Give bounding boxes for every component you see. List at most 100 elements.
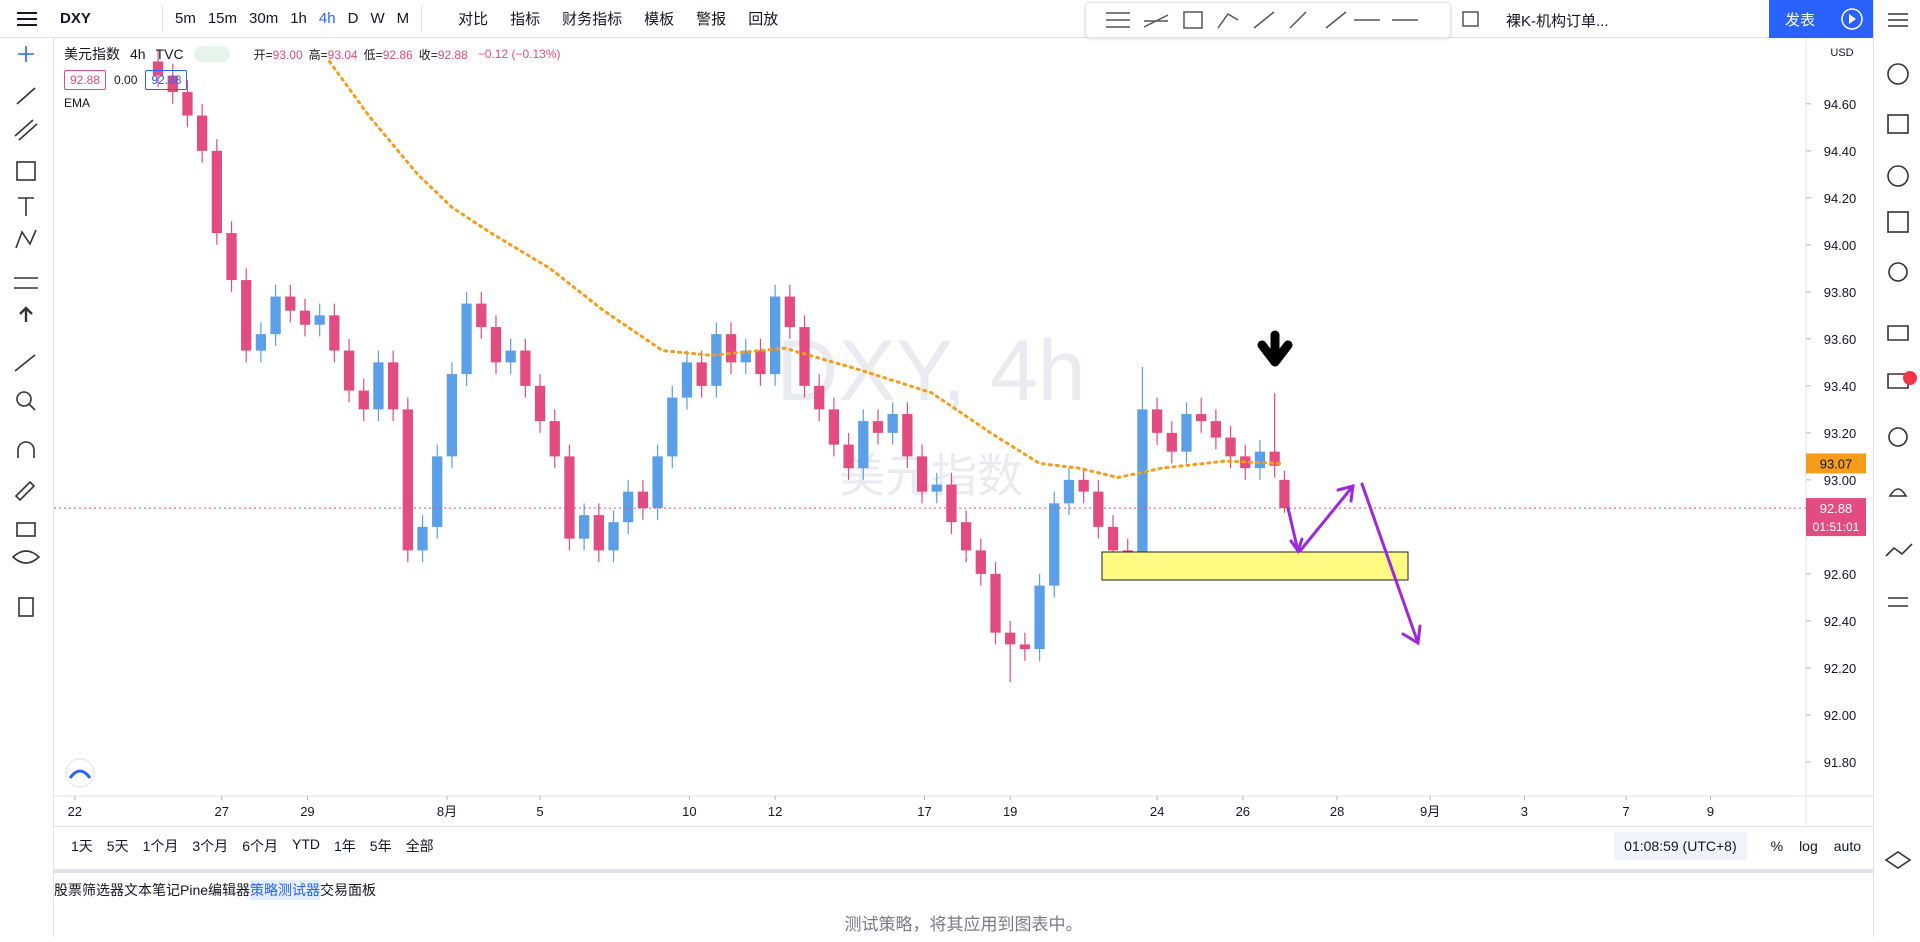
spread: 0.00 [114, 73, 138, 87]
candle-body [1151, 409, 1163, 433]
candle-body [887, 414, 898, 433]
candle-body [916, 456, 928, 492]
ohlc-label: 开= [253, 47, 273, 62]
candle-body [1049, 503, 1060, 586]
candle-body [211, 150, 222, 234]
interval[interactable]: 5m [175, 10, 196, 27]
candle-body [490, 327, 502, 363]
tool-button[interactable]: 模板 [644, 11, 675, 28]
clock[interactable]: 01:08:59 (UTC+8) [1614, 831, 1747, 860]
scale-option[interactable]: log [1799, 837, 1818, 854]
candle-body [520, 350, 531, 386]
interval[interactable]: 15m [207, 10, 238, 27]
range-bar: 1天 5天 1个月 3个月 6个月 YTD 1年 5年 全部 01:08:59 (UTC+8) … [54, 826, 1873, 864]
logo-mark [68, 769, 92, 779]
rect-icon[interactable] [1460, 8, 1482, 30]
interval[interactable]: 1h [290, 10, 307, 27]
scale-option[interactable]: % [1770, 837, 1784, 854]
layout-name[interactable]: 裸K-机构订单... [1506, 13, 1609, 30]
symbol[interactable]: DXY [60, 10, 91, 27]
candle-body [167, 75, 178, 93]
x-tick-label: 9 [1707, 804, 1714, 819]
publish-button[interactable]: 发表 [1769, 0, 1831, 38]
range-button[interactable]: 5天 [106, 837, 129, 854]
candle-body [285, 296, 296, 311]
tool-icons [11, 46, 41, 617]
y-tick-label: 93.60 [1824, 332, 1857, 347]
range-button[interactable]: 5年 [369, 837, 392, 854]
candle-body [975, 550, 986, 574]
candle-body [667, 397, 678, 457]
scale-option[interactable]: auto [1833, 837, 1861, 854]
interval[interactable]: 30m [249, 10, 279, 27]
panel-tab[interactable]: 交易面板 [320, 882, 377, 898]
chart: DXY, 4h 美元指数 USD 91.80 92.00 92.20 92.40 92.60 9… [54, 38, 1873, 826]
candle-body [329, 315, 340, 351]
interval[interactable]: W [370, 10, 385, 27]
x-tick-label: 29 [300, 804, 314, 819]
candle-body [1254, 451, 1266, 469]
candle-body [373, 362, 384, 410]
top-toolbar: DXY 5m 15m 30m 1h 4h D W M 对比 指标 财务指标 模板 警报 回放 裸K-机构… [0, 0, 1920, 38]
candle-body [755, 350, 766, 375]
candle-body [652, 456, 663, 509]
play-button[interactable] [1831, 0, 1873, 38]
ema-price-box [1806, 453, 1866, 474]
candle-body [446, 374, 458, 457]
indicator: EMA [64, 96, 91, 110]
right-sidebar [1873, 0, 1920, 937]
panel-tab[interactable]: 策略测试器 [250, 880, 321, 900]
drawing-icons [1106, 11, 1418, 29]
range-button[interactable]: YTD [291, 835, 320, 852]
watermark-symbol: DXY, 4h [776, 323, 1085, 419]
y-tick-label: 93.40 [1824, 379, 1857, 394]
y-tick-label: 92.40 [1824, 614, 1857, 629]
range-button[interactable]: 6个月 [242, 837, 278, 854]
candle-body [1196, 414, 1207, 422]
intervals: 5m 15m 30m 1h 4h D W M [169, 10, 415, 27]
candle-body [623, 491, 634, 523]
range-button[interactable]: 3个月 [192, 837, 229, 854]
candle-body [1166, 432, 1177, 452]
legend-source: TVC [155, 46, 184, 62]
y-tick-label: 94.60 [1824, 97, 1857, 112]
candle-body [1269, 451, 1280, 466]
x-tick-label: 10 [682, 804, 696, 819]
range-button[interactable]: 1天 [71, 837, 93, 854]
candle-body [241, 280, 252, 351]
menu-icon[interactable] [0, 0, 54, 38]
x-tick-label: 3 [1521, 804, 1528, 819]
ranges: 1天 5天 1个月 3个月 6个月 YTD 1年 5年 全部 [54, 836, 441, 856]
user-drawings [65, 330, 1422, 788]
candle-body [197, 115, 208, 151]
tool-button[interactable]: 财务指标 [562, 11, 623, 28]
tool-button[interactable]: 回放 [748, 11, 779, 28]
tool-button[interactable]: 警报 [696, 11, 727, 28]
x-tick-label: 17 [917, 804, 931, 819]
candle-body [608, 522, 619, 551]
panel-tab[interactable]: Pine编辑器 [180, 882, 251, 898]
y-tick-label: 92.00 [1824, 708, 1857, 723]
y-tick-label: 94.20 [1824, 191, 1857, 206]
last-price-label: 92.88 [1820, 501, 1853, 516]
scale-options: % log auto [1747, 838, 1873, 854]
candle-body [358, 390, 369, 410]
range-button[interactable]: 1个月 [142, 837, 179, 854]
tool-button[interactable]: 对比 [458, 11, 489, 28]
y-tick-label: 93.80 [1824, 285, 1857, 300]
legend-interval: 4h [130, 46, 146, 62]
tool-button[interactable]: 指标 [510, 11, 541, 28]
panel-tab[interactable]: 股票筛选器 [54, 882, 124, 898]
candle-body [1078, 479, 1089, 492]
range-button[interactable]: 1年 [333, 837, 356, 854]
range-button[interactable]: 全部 [405, 837, 434, 854]
interval[interactable]: 4h [318, 10, 336, 27]
interval[interactable]: M [396, 10, 410, 27]
interval[interactable]: D [347, 10, 359, 27]
panel-tab[interactable]: 文本笔记 [124, 882, 180, 898]
candle-body [461, 303, 472, 375]
ohlc-item: 低=92.86 [364, 46, 413, 63]
ema-price-label: 93.07 [1820, 456, 1853, 471]
x-tick-label: 22 [68, 804, 82, 819]
ohlc-value: 93.00 [272, 47, 303, 62]
